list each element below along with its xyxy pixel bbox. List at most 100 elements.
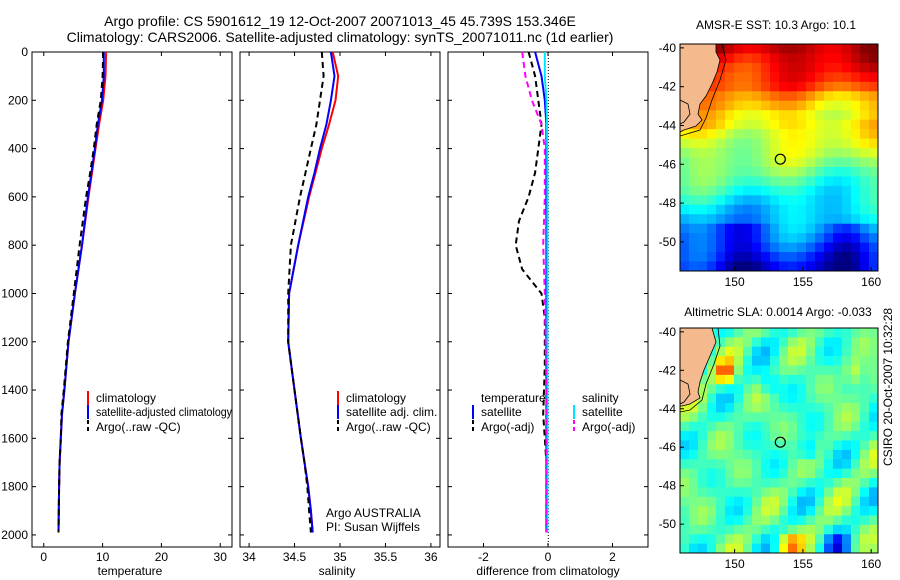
heatmap-cell <box>680 185 690 196</box>
heatmap-cell <box>779 449 789 460</box>
heatmap-cell <box>806 185 816 196</box>
heatmap-cell <box>698 148 708 159</box>
heatmap-cell <box>698 214 708 225</box>
heatmap-cell <box>842 44 852 55</box>
heatmap-cell <box>698 403 708 413</box>
heatmap-cell <box>743 412 753 423</box>
land-tasmania <box>680 99 691 125</box>
heatmap-cell <box>698 440 708 451</box>
heatmap-cell <box>815 449 825 460</box>
heatmap-cell <box>698 204 708 215</box>
heatmap-cell <box>815 100 825 111</box>
heatmap-cell <box>689 214 699 225</box>
heatmap-cell <box>788 543 798 553</box>
heatmap-cell <box>788 81 798 92</box>
heatmap-cell <box>761 384 771 395</box>
heatmap-cell <box>689 421 699 432</box>
heatmap-cell <box>752 421 762 432</box>
heatmap-cell <box>806 421 816 432</box>
heatmap-cell <box>833 496 843 507</box>
heatmap-cell <box>842 185 852 196</box>
heatmap-cell <box>815 252 825 263</box>
heatmap-cell <box>824 431 834 442</box>
heatmap-cell <box>734 44 744 55</box>
heatmap-cell <box>743 524 753 535</box>
heatmap-cell <box>716 53 726 64</box>
temperature-legend: climatology satellite-adjusted climatolo… <box>87 391 232 434</box>
heatmap-cell <box>815 233 825 244</box>
heatmap-cell <box>725 110 735 121</box>
argo-position-marker <box>774 153 786 165</box>
heatmap-cell <box>851 214 861 225</box>
heatmap-cell <box>851 204 861 215</box>
heatmap-cell <box>761 81 771 92</box>
heatmap-cell <box>770 214 780 225</box>
heatmap-cell <box>860 166 870 178</box>
heatmap-cell <box>707 129 717 140</box>
heatmap-cell <box>770 496 780 507</box>
heatmap-cell <box>869 337 878 348</box>
heatmap-cell <box>689 496 699 507</box>
heatmap-cell <box>680 261 690 271</box>
heatmap-cell <box>743 81 753 92</box>
heatmap-cell <box>797 365 807 376</box>
heatmap-cell <box>806 129 816 140</box>
x-tick-label: 2 <box>609 550 616 564</box>
heatmap-cell <box>779 138 789 149</box>
heatmap-cell <box>743 431 753 442</box>
heatmap-cell <box>788 496 798 507</box>
difference-panel: -2 0 2 difference from climatology tempera… <box>447 51 649 578</box>
heatmap-cell <box>743 515 753 526</box>
heatmap-cell <box>752 365 762 376</box>
heatmap-cell <box>851 412 861 423</box>
heatmap-cell <box>680 214 690 225</box>
heatmap-cell <box>734 337 744 348</box>
sla-heatmap <box>680 328 878 553</box>
heatmap-cell <box>734 185 744 196</box>
heatmap-cell <box>716 365 726 376</box>
heatmap-cell <box>860 524 870 535</box>
heatmap-cell <box>743 459 753 470</box>
heatmap-cell <box>680 440 690 451</box>
x-tick-label: 35 <box>333 550 347 564</box>
heatmap-cell <box>752 346 762 357</box>
heatmap-cell <box>824 356 834 367</box>
heatmap-cell <box>770 534 780 545</box>
heatmap-cell <box>815 204 825 215</box>
heatmap-cell <box>698 157 708 168</box>
heatmap-cell <box>680 506 690 517</box>
heatmap-cell <box>770 185 780 196</box>
heatmap-cell <box>779 543 789 553</box>
heatmap-cell <box>824 148 834 159</box>
heatmap-cell <box>689 195 699 206</box>
heatmap-cell <box>869 62 878 73</box>
sla-map-title: Altimetric SLA: 0.0014 Argo: -0.033 <box>684 305 872 319</box>
x-tick-label: 34 <box>242 550 256 564</box>
heatmap-cell <box>788 91 798 102</box>
heatmap-cell <box>797 252 807 263</box>
heatmap-cell <box>716 119 726 130</box>
heatmap-cell <box>779 91 789 102</box>
salinity-xlabel: salinity <box>319 564 356 578</box>
y-tick-label: 600 <box>8 190 28 204</box>
heatmap-cell <box>869 346 878 357</box>
heatmap-cell <box>851 403 861 413</box>
heatmap-cell <box>716 176 726 187</box>
heatmap-cell <box>788 487 798 498</box>
heatmap-cell <box>689 185 699 196</box>
heatmap-cell <box>680 431 690 442</box>
annotation-argo-australia: Argo AUSTRALIA <box>326 506 421 520</box>
heatmap-cell <box>842 487 852 498</box>
heatmap-cell <box>743 157 753 168</box>
heatmap-cell <box>707 233 717 244</box>
heatmap-cell <box>833 91 843 102</box>
heatmap-cell <box>734 62 744 73</box>
heatmap-cell <box>824 62 834 73</box>
heatmap-cell <box>824 421 834 432</box>
legend-satellite-label: satellite-adjusted climatology <box>96 405 232 419</box>
heatmap-cell <box>779 384 789 395</box>
heatmap-cell <box>851 233 861 244</box>
heatmap-cell <box>770 403 780 413</box>
heatmap-cell <box>842 346 852 357</box>
heatmap-cell <box>860 440 870 451</box>
